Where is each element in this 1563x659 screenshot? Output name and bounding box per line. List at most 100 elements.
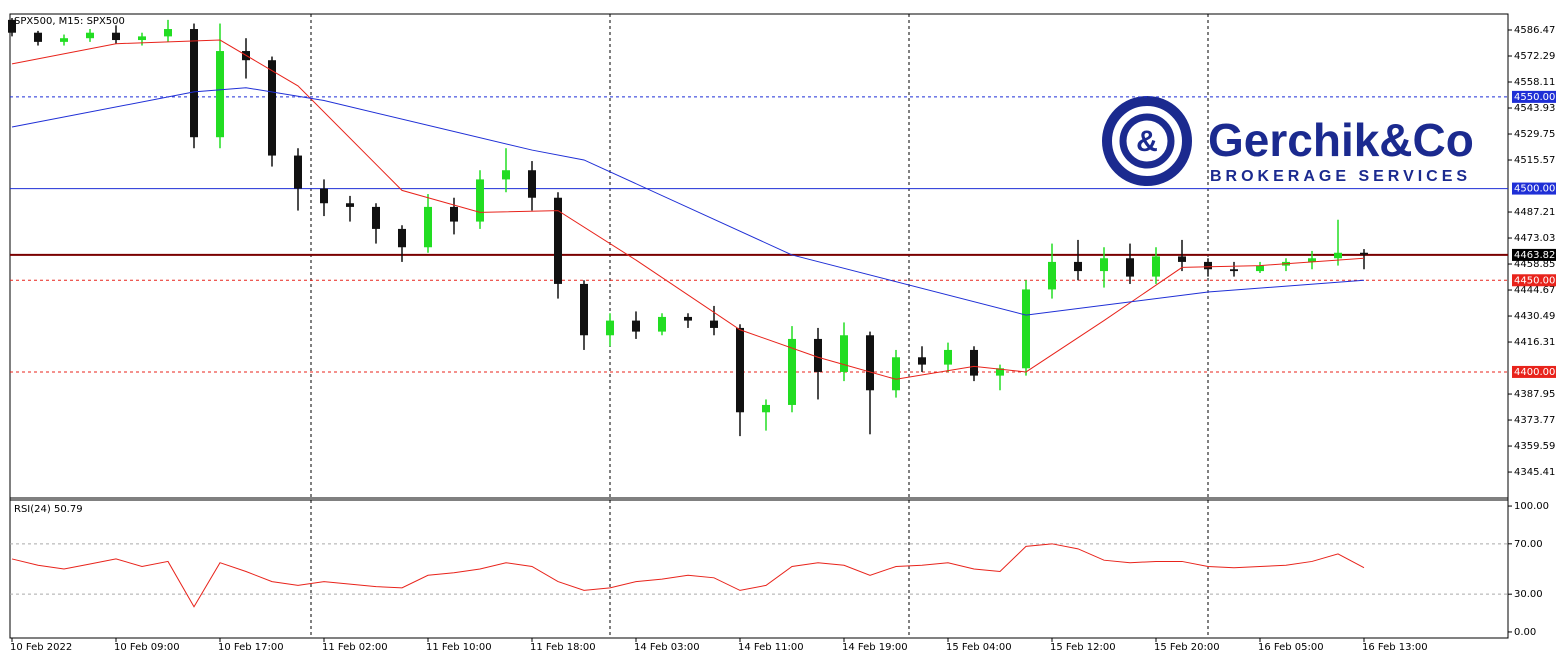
candle-body — [320, 188, 328, 204]
y-tick-label: 30.00 — [1514, 589, 1543, 600]
candle-body — [86, 32, 94, 39]
candle-body — [840, 335, 848, 372]
y-tick-label: 4572.29 — [1514, 51, 1555, 62]
candle-body — [684, 316, 692, 321]
candle-body — [1152, 256, 1160, 277]
candle-body — [8, 19, 16, 33]
y-tick-label: 0.00 — [1514, 627, 1536, 638]
candle-body — [1048, 261, 1056, 290]
candle-body — [528, 170, 536, 198]
x-tick-label: 15 Feb 20:00 — [1154, 642, 1220, 653]
logo: & Gerchik&Co BROKERAGE SERVICES — [1102, 96, 1474, 186]
candle-body — [892, 357, 900, 391]
y-tick-label: 4558.11 — [1514, 77, 1555, 88]
y-tick-label: 4586.47 — [1514, 25, 1555, 36]
y-tick-label: 4473.03 — [1514, 233, 1555, 244]
y-tick-label: 4359.59 — [1514, 441, 1555, 452]
candle-body — [632, 320, 640, 332]
candle-body — [450, 206, 458, 222]
candle-body — [372, 206, 380, 229]
y-tick-label: 100.00 — [1514, 501, 1549, 512]
y-tick-label: 4515.57 — [1514, 155, 1555, 166]
x-tick-label: 14 Feb 11:00 — [738, 642, 804, 653]
logo-mark: & — [1136, 125, 1158, 158]
level-label: 4400.00 — [1514, 367, 1555, 378]
candle-body — [268, 60, 276, 156]
level-tag — [1512, 182, 1556, 195]
candle-body — [1360, 252, 1368, 255]
y-tick-label: 4458.85 — [1514, 259, 1555, 270]
y-tick-label: 70.00 — [1514, 539, 1543, 550]
candle-body — [346, 203, 354, 207]
candle-body — [1308, 258, 1316, 262]
x-tick-label: 10 Feb 09:00 — [114, 642, 180, 653]
logo-ring — [1102, 96, 1192, 186]
x-tick-label: 11 Feb 02:00 — [322, 642, 388, 653]
candle-body — [1178, 256, 1186, 262]
candle-body — [1100, 258, 1108, 272]
level-label: 4463.82 — [1514, 250, 1555, 261]
candle-body — [424, 206, 432, 248]
y-tick-label: 4373.77 — [1514, 415, 1555, 426]
candle-body — [1230, 269, 1238, 272]
candle-body — [606, 320, 614, 336]
y-tick-label: 4416.31 — [1514, 337, 1555, 348]
candle-body — [710, 320, 718, 328]
candle-body — [866, 335, 874, 391]
candle-body — [944, 349, 952, 365]
candle-body — [190, 29, 198, 138]
x-tick-label: 15 Feb 12:00 — [1050, 642, 1116, 653]
x-tick-label: 14 Feb 03:00 — [634, 642, 700, 653]
candle-body — [554, 197, 562, 284]
logo-name: Gerchik&Co — [1208, 114, 1474, 166]
y-tick-label: 4487.21 — [1514, 207, 1555, 218]
moving-average — [11, 39, 1365, 380]
y-tick-label: 4529.75 — [1514, 129, 1555, 140]
y-tick-label: 4345.41 — [1514, 467, 1555, 478]
x-tick-label: 14 Feb 19:00 — [842, 642, 908, 653]
y-tick-label: 4430.49 — [1514, 311, 1555, 322]
logo-ring — [1119, 113, 1175, 169]
level-tag — [1512, 365, 1556, 378]
candle-body — [1334, 252, 1342, 259]
frame — [9, 13, 1509, 639]
candle-body — [502, 170, 510, 180]
level-tag — [1512, 274, 1556, 287]
candle-body — [60, 38, 68, 42]
level-tag — [1512, 90, 1556, 103]
candle-body — [34, 32, 42, 42]
candle-body — [970, 349, 978, 376]
y-tick-label: 4387.95 — [1514, 389, 1555, 400]
logo-tagline: BROKERAGE SERVICES — [1210, 168, 1471, 185]
x-tick-label: 11 Feb 18:00 — [530, 642, 596, 653]
moving-average — [11, 87, 1365, 316]
candle-body — [112, 32, 120, 41]
y-tick-label: 4543.93 — [1514, 103, 1555, 114]
x-tick-label: 16 Feb 05:00 — [1258, 642, 1324, 653]
candle-body — [164, 29, 172, 37]
rsi-line — [11, 543, 1365, 608]
candle-body — [294, 155, 302, 189]
candle-body — [216, 51, 224, 138]
level-tag — [1512, 248, 1556, 261]
candle-body — [580, 283, 588, 336]
candle-body — [736, 327, 744, 413]
level-label: 4450.00 — [1514, 275, 1555, 286]
candle-body — [762, 404, 770, 413]
candle-body — [1204, 261, 1212, 270]
candle-body — [918, 357, 926, 365]
x-tick-label: 10 Feb 17:00 — [218, 642, 284, 653]
candle-body — [1022, 289, 1030, 369]
candle-body — [1126, 258, 1134, 277]
candle-body — [1074, 261, 1082, 272]
candle-body — [398, 228, 406, 248]
x-tick-label: 15 Feb 04:00 — [946, 642, 1012, 653]
candle-body — [996, 368, 1004, 376]
candle-body — [476, 179, 484, 222]
candle-body — [814, 338, 822, 372]
x-tick-label: 11 Feb 10:00 — [426, 642, 492, 653]
candle-body — [1256, 265, 1264, 272]
rsi-title: RSI(24) 50.79 — [14, 504, 83, 515]
level-label: 4550.00 — [1514, 92, 1555, 103]
